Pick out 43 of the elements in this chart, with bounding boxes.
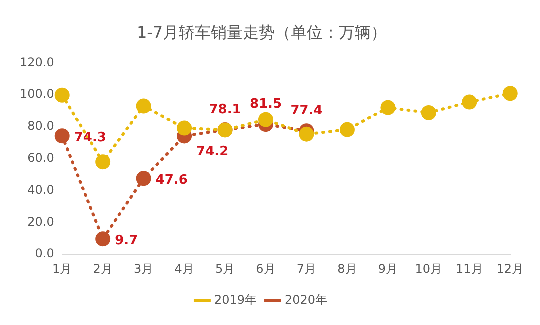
point [136, 171, 152, 186]
legend-label: 2019年 [214, 293, 258, 308]
point [340, 122, 355, 138]
x-tick-label: 12月 [496, 262, 524, 276]
point [258, 112, 274, 128]
x-tick-label: 7月 [296, 262, 317, 276]
data-label: 47.6 [156, 173, 188, 188]
x-tick-label: 8月 [338, 262, 358, 276]
data-label: 74.2 [196, 144, 229, 160]
x-tick-label: 10月 [415, 262, 443, 276]
point [380, 100, 396, 116]
data-label: 77.4 [290, 104, 323, 119]
y-tick-label: 80.0 [28, 119, 54, 134]
x-tick-label: 1月 [52, 262, 72, 276]
point [421, 105, 436, 120]
point [54, 128, 70, 144]
chart-title: 1-7月轿车销量走势（单位：万辆） [136, 22, 388, 42]
y-tick-label: 100.0 [20, 87, 54, 102]
point [299, 126, 314, 142]
point [54, 88, 70, 103]
data-label: 74.3 [74, 130, 106, 146]
point [136, 98, 152, 114]
y-tick-label: 20.0 [28, 214, 54, 229]
x-tick-label: 9月 [378, 262, 398, 276]
x-tick-label: 4月 [174, 262, 194, 276]
y-tick-label: 40.0 [28, 182, 54, 197]
point [502, 86, 518, 102]
point [177, 120, 192, 136]
data-label: 78.1 [209, 102, 242, 118]
x-tick-label: 2月 [93, 262, 113, 276]
point [96, 232, 111, 247]
data-label: 9.7 [115, 234, 138, 249]
y-tick-label: 120.0 [20, 55, 54, 70]
x-tick-label: 5月 [215, 262, 236, 276]
x-tick-label: 6月 [256, 262, 276, 276]
x-tick-label: 11月 [456, 262, 484, 276]
legend-label: 2020年 [285, 293, 328, 308]
point [462, 94, 478, 110]
data-label: 81.5 [250, 96, 282, 112]
point [96, 154, 111, 170]
y-tick-label: 60.0 [28, 151, 54, 166]
x-tick-label: 3月 [134, 262, 154, 276]
y-tick-label: 0.0 [35, 246, 54, 261]
